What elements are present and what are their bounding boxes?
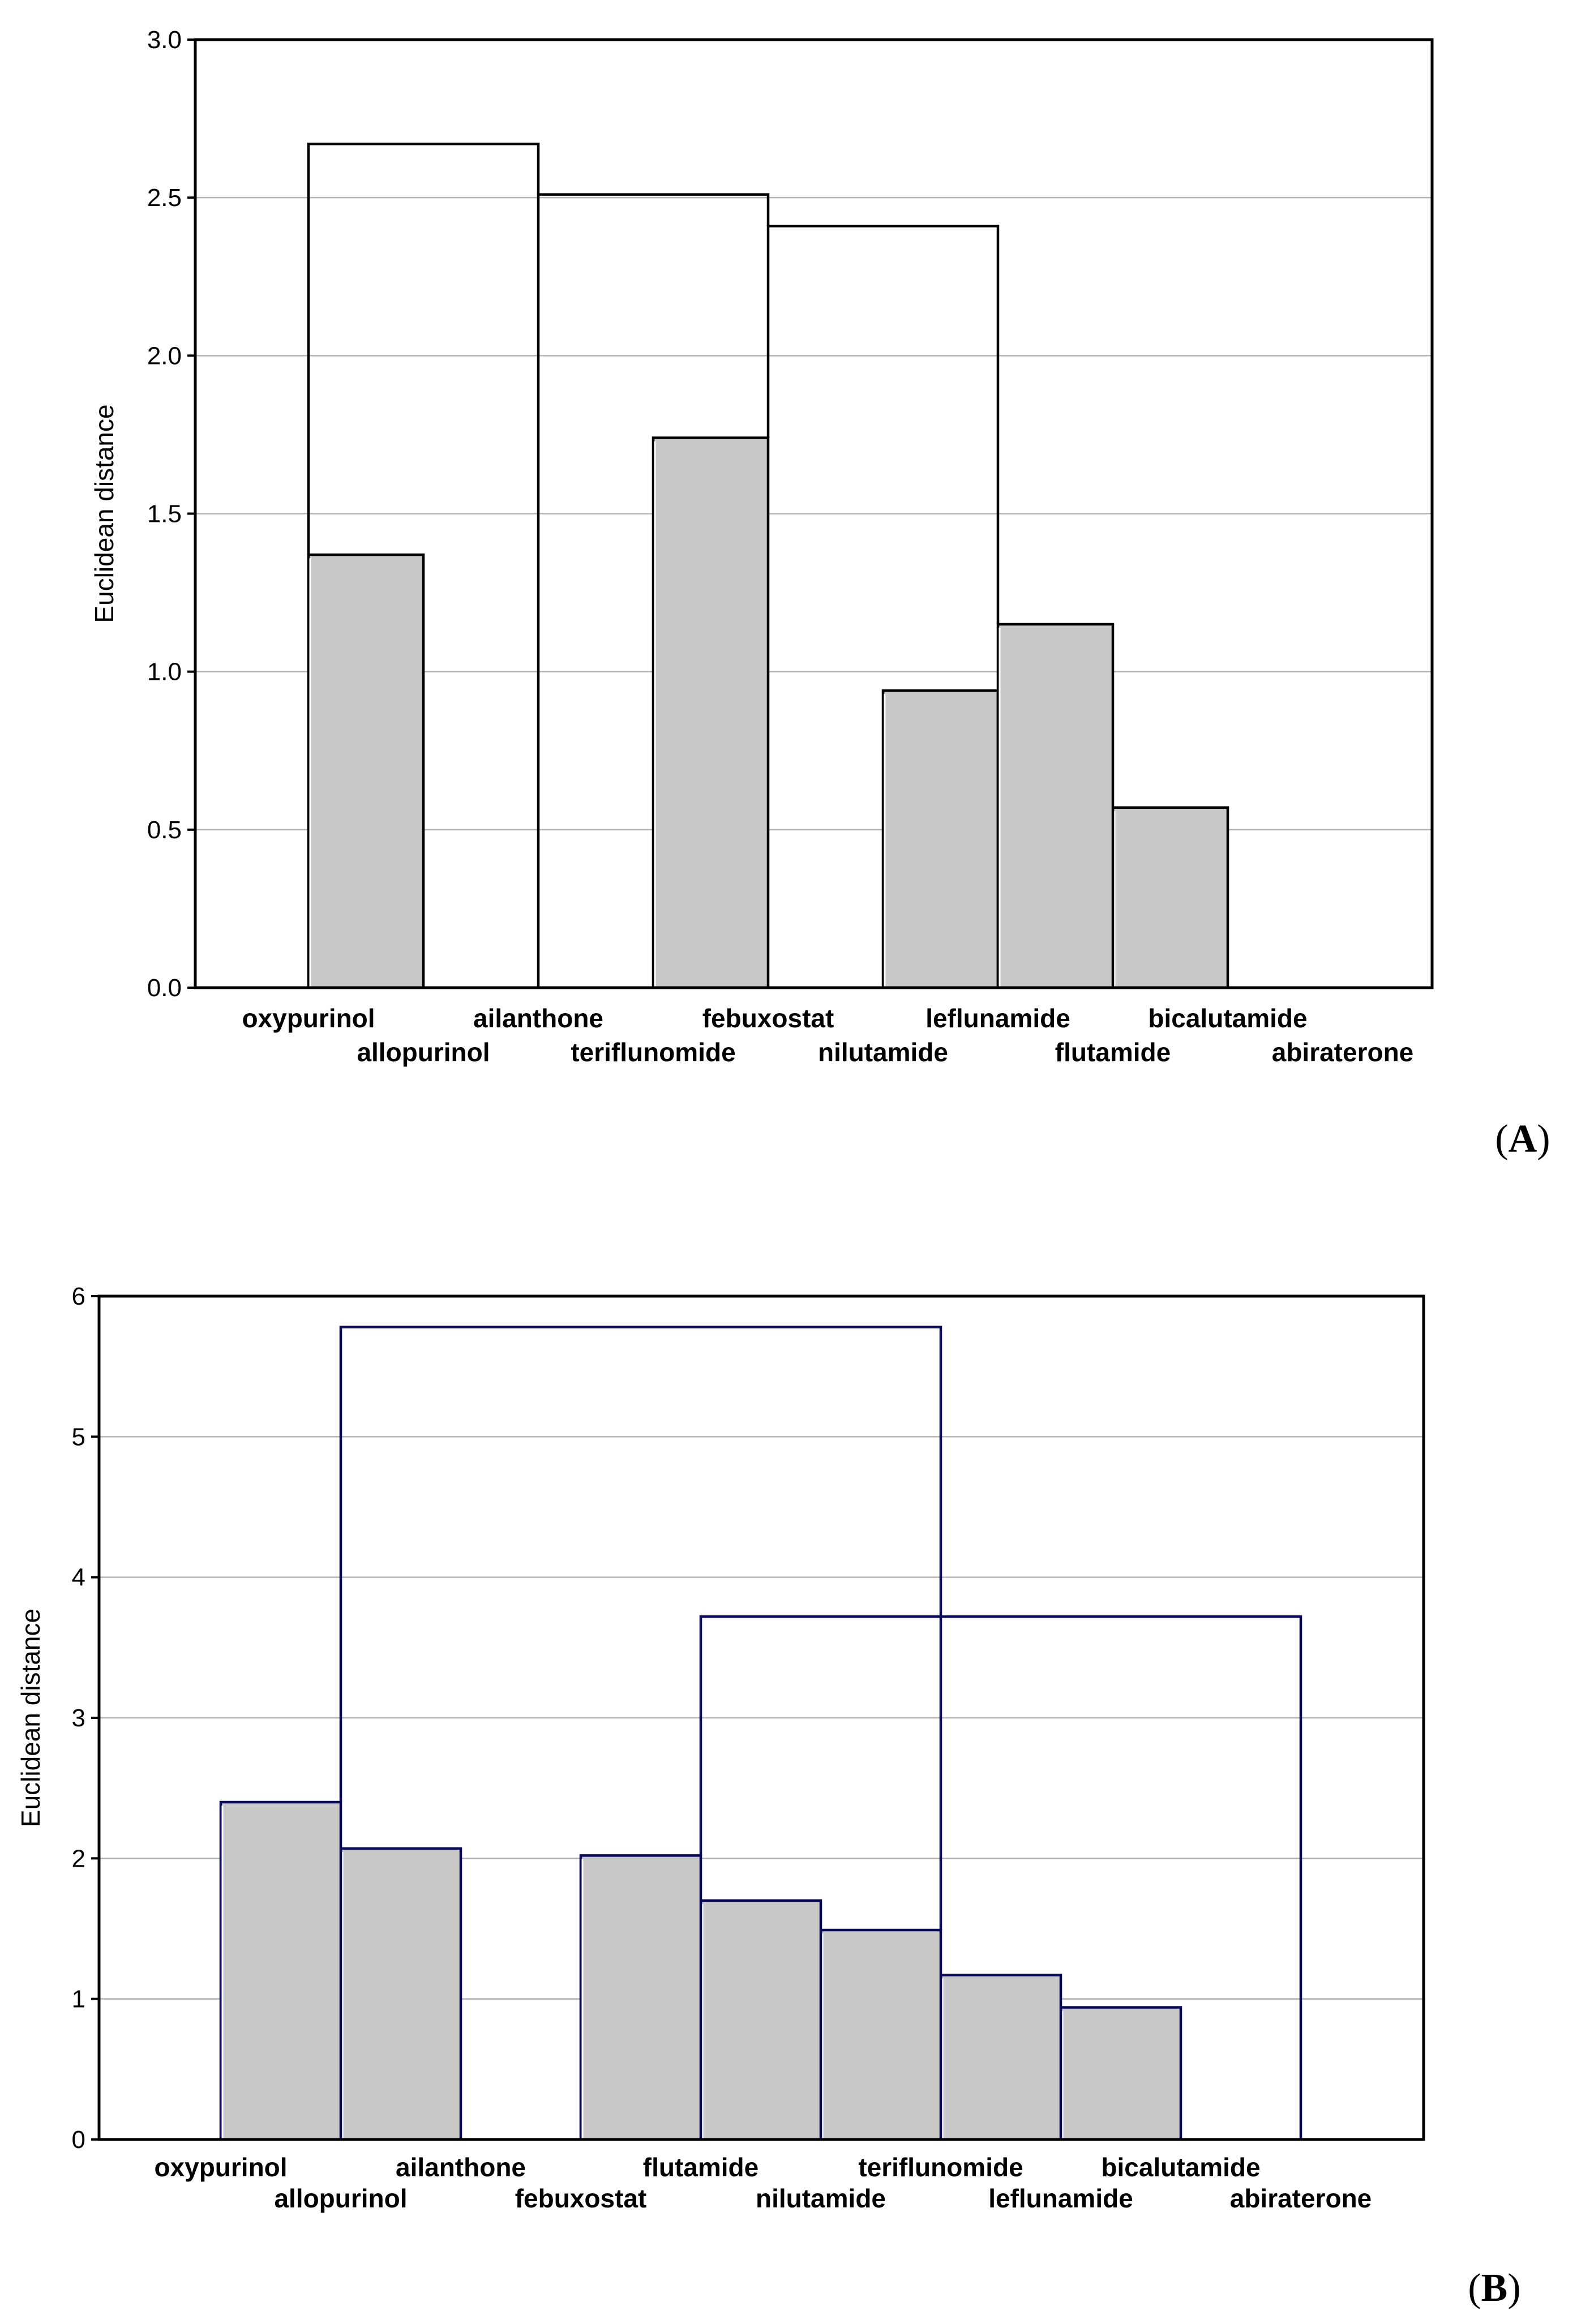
- panel-b-cluster-box: [579, 1854, 702, 2141]
- panel-a-cluster-box: [1111, 806, 1229, 989]
- panel-a-leaf-labels: oxypurinol allopurinol ailanthone terifluno…: [242, 1004, 1413, 1067]
- panel-b-leaf-label: allopurinol: [274, 2184, 407, 2213]
- panel-b-y-tick-label: 3: [72, 1704, 85, 1732]
- panel-a-y-tick-label: 3.0: [147, 26, 182, 54]
- panel-b-leaf-label: nilutamide: [756, 2184, 886, 2213]
- panel-b-leaf-labels: oxypurinolallopurinolailanthonefebuxosta…: [154, 2153, 1372, 2213]
- panel-b-cluster-box: [939, 1974, 1062, 2141]
- panel-b-cluster-box: [1059, 2006, 1182, 2141]
- panel-b-y-tick-label: 5: [72, 1423, 85, 1451]
- panel-a-cluster-box: [652, 436, 770, 989]
- panel-b-merges: [219, 1326, 1302, 2141]
- panel-a-leaf-label: leflunamide: [925, 1004, 1070, 1033]
- panel-a-y-tick-label: 2.0: [147, 342, 182, 370]
- panel-b-link: [339, 1326, 942, 1930]
- panel-a-leaf-label: teriflunomide: [571, 1037, 735, 1067]
- panel-b-cluster-box: [699, 1899, 822, 2141]
- panel-a-leaf-label: nilutamide: [818, 1037, 948, 1067]
- panel-a-leaf-label: ailanthone: [473, 1004, 603, 1033]
- panel-a-link: [537, 193, 770, 988]
- panel-b-cluster-box: [219, 1800, 342, 2141]
- panel-a-cluster-box: [881, 689, 1000, 989]
- panel-b-y-tick-label: 2: [72, 1845, 85, 1872]
- panel-b-link: [699, 1615, 1302, 2139]
- panel-a-cluster-box: [996, 623, 1115, 989]
- panel-b-leaf-label: oxypurinol: [154, 2153, 287, 2182]
- panel-a-leaf-label: abiraterone: [1272, 1037, 1414, 1067]
- panel-b-y-tick-label: 6: [72, 1283, 85, 1310]
- panel-b-y-tick-label: 4: [72, 1564, 85, 1592]
- panel-a-leaf-label: bicalutamide: [1148, 1004, 1307, 1033]
- panel-a-link: [307, 143, 540, 555]
- panel-b-y-ticks: 0 1 2 3 4 5 6: [72, 1283, 99, 2154]
- panel-a-leaf-label: allopurinol: [357, 1037, 490, 1067]
- panel-a-link: [766, 225, 1000, 624]
- panel-b-y-axis-label: Euclidean distance: [16, 1609, 45, 1827]
- panel-b-leaf-label: flutamide: [643, 2153, 758, 2182]
- panel-b-leaf-label: bicalutamide: [1101, 2153, 1260, 2182]
- panel-b-y-tick-label: 0: [72, 2126, 85, 2154]
- panel-a-y-tick-label: 0.0: [147, 974, 182, 1002]
- panel-a-y-tick-label: 1.5: [147, 500, 182, 528]
- dendrogram-panel-a: 0.0 0.5 1.0 1.5 2.0 2.5 3.0 oxypurinol allopuri…: [89, 26, 1550, 1161]
- panel-b-leaf-label: teriflunomide: [858, 2153, 1023, 2182]
- panel-b-leaf-label: febuxostat: [515, 2184, 647, 2213]
- panel-a-leaf-label: flutamide: [1055, 1037, 1171, 1067]
- panel-a-y-tick-label: 0.5: [147, 816, 182, 844]
- panel-a-y-ticks: 0.0 0.5 1.0 1.5 2.0 2.5 3.0: [147, 26, 195, 1002]
- panel-b-label: (B): [1468, 2266, 1520, 2310]
- panel-a-leaf-label: febuxostat: [702, 1004, 834, 1033]
- panel-a-y-axis-label: Euclidean distance: [89, 404, 119, 623]
- panel-b-leaf-label: ailanthone: [396, 2153, 526, 2182]
- panel-a-y-tick-label: 1.0: [147, 658, 182, 686]
- panel-a-merges: [307, 143, 1229, 989]
- panel-a-y-tick-label: 2.5: [147, 184, 182, 212]
- panel-a-cluster-box: [307, 553, 425, 989]
- panel-b-y-tick-label: 1: [72, 1986, 85, 2013]
- panel-b-cluster-box: [339, 1847, 462, 2141]
- panel-a-leaf-label: oxypurinol: [242, 1004, 375, 1033]
- panel-b-leaf-label: abiraterone: [1230, 2184, 1372, 2213]
- panel-a-label: (A): [1495, 1117, 1550, 1161]
- panel-b-leaf-label: leflunamide: [988, 2184, 1133, 2213]
- panel-b-cluster-box: [819, 1928, 942, 2141]
